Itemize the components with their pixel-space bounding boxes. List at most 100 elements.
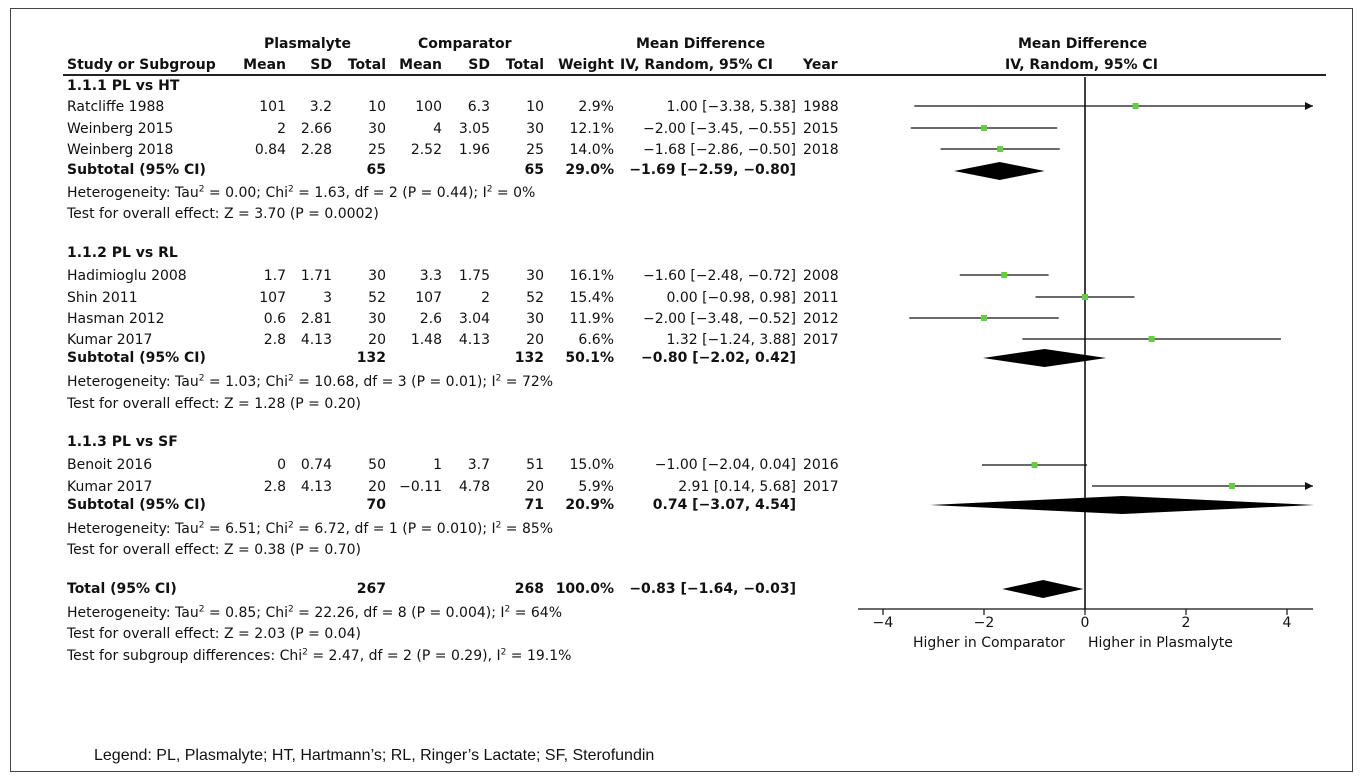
summary-diamond [1002,580,1084,598]
subtotal-label: Subtotal (95% CI) [67,350,206,366]
subgroup-title: 1.1.3 PL vs SF [67,434,178,450]
axis-label-left: Higher in Comparator [913,635,1065,651]
total1: 20 [368,332,386,348]
ci: −2.00 [−3.48, −0.52] [643,311,796,327]
total-n2: 268 [514,581,544,597]
year: 2018 [803,142,839,158]
header-total1: Total [347,57,386,73]
subtotal-n1: 65 [366,162,386,178]
year: 2016 [803,457,839,473]
mean2: 1 [433,457,442,473]
subtotal-ci: −1.69 [−2.59, −0.80] [629,162,796,178]
subtotal-weight: 50.1% [565,350,614,366]
summary-diamond [982,349,1107,367]
mean2: 3.3 [419,268,442,284]
mean1: 107 [259,290,286,306]
mean2: 100 [415,99,442,115]
study-name: Kumar 2017 [67,332,153,348]
sd1: 3.2 [309,99,332,115]
weight: 14.0% [569,142,614,158]
subgroup-differences: Test for subgroup differences: Chi2 = 2.… [67,647,572,664]
point-estimate [1001,272,1008,278]
mean1: 2.8 [263,332,286,348]
total2: 25 [526,142,544,158]
axis-label-right: Higher in Plasmalyte [1088,635,1233,651]
header-mean2: Mean [399,57,442,73]
weight: 6.6% [578,332,614,348]
study-name: Ratcliffe 1988 [67,99,165,115]
header-plot-sub: IV, Random, 95% CI [1005,57,1158,73]
header-md-title: Mean Difference [636,36,766,52]
ci: −1.68 [−2.86, −0.50] [643,142,796,158]
summary-diamond [954,162,1045,180]
subtotal-label: Subtotal (95% CI) [67,162,206,178]
sd1: 4.13 [300,332,332,348]
total1: 50 [368,457,386,473]
ci: 1.00 [−3.38, 5.38] [666,99,796,115]
mean1: 2 [277,121,286,137]
sd2: 3.7 [467,457,490,473]
point-estimate [1082,294,1088,300]
point-estimate [981,315,987,321]
study-name: Hadimioglu 2008 [67,268,187,284]
subtotal-ci: −0.80 [−2.02, 0.42] [641,350,796,366]
sd1: 0.74 [300,457,332,473]
figure-frame [10,8,1353,772]
study-name: Shin 2011 [67,290,138,306]
ci: 2.91 [0.14, 5.68] [678,479,796,495]
total2: 30 [526,121,544,137]
sd2: 1.96 [458,142,490,158]
header-weight: Weight [558,57,614,73]
header-comparator: Comparator [418,36,512,52]
x-tick-label: 0 [1081,615,1090,631]
overall-effect: Test for overall effect: Z = 1.28 (P = 0… [67,396,361,412]
sd1: 2.66 [300,121,332,137]
overall-effect: Test for overall effect: Z = 3.70 (P = 0… [67,206,379,222]
subtotal-ci: 0.74 [−3.07, 4.54] [652,497,796,513]
total-n1: 267 [356,581,386,597]
sd2: 1.75 [458,268,490,284]
weight: 16.1% [569,268,614,284]
header-year: Year [803,57,838,73]
total1: 25 [368,142,386,158]
mean1: 0.6 [263,311,286,327]
sd1: 3 [323,290,332,306]
mean1: 2.8 [263,479,286,495]
study-name: Weinberg 2018 [67,142,174,158]
mean1: 0.84 [254,142,286,158]
header-rule [63,74,1326,76]
total2: 20 [526,479,544,495]
weight: 15.0% [569,457,614,473]
point-estimate [997,146,1004,152]
total1: 52 [368,290,386,306]
mean1: 1.7 [263,268,286,284]
year: 2017 [803,479,839,495]
study-name: Weinberg 2015 [67,121,174,137]
total1: 30 [368,121,386,137]
point-estimate [1228,483,1235,489]
total2: 30 [526,268,544,284]
mean2: −0.11 [399,479,442,495]
sd2: 4.78 [458,479,490,495]
study-name: Kumar 2017 [67,479,153,495]
header-plasmalyte: Plasmalyte [264,36,351,52]
year: 2008 [803,268,839,284]
study-name: Benoit 2016 [67,457,153,473]
mean1: 0 [277,457,286,473]
subtotal-n2: 65 [524,162,544,178]
total-label: Total (95% CI) [67,581,177,597]
total2: 51 [526,457,544,473]
total-effect: Test for overall effect: Z = 2.03 (P = 0… [67,626,361,642]
sd1: 1.71 [300,268,332,284]
total1: 30 [368,311,386,327]
legend-text: Legend: PL, Plasmalyte; HT, Hartmann’s; … [94,747,655,764]
total2: 52 [526,290,544,306]
point-estimate [1031,462,1038,468]
sd2: 3.05 [458,121,490,137]
subtotal-n1: 132 [356,350,386,366]
total-weight: 100.0% [555,581,614,597]
subtotal-weight: 20.9% [565,497,614,513]
subtotal-weight: 29.0% [565,162,614,178]
total-heterogeneity: Heterogeneity: Tau2 = 0.85; Chi2 = 22.26… [67,604,563,621]
subtotal-n1: 70 [366,497,386,513]
